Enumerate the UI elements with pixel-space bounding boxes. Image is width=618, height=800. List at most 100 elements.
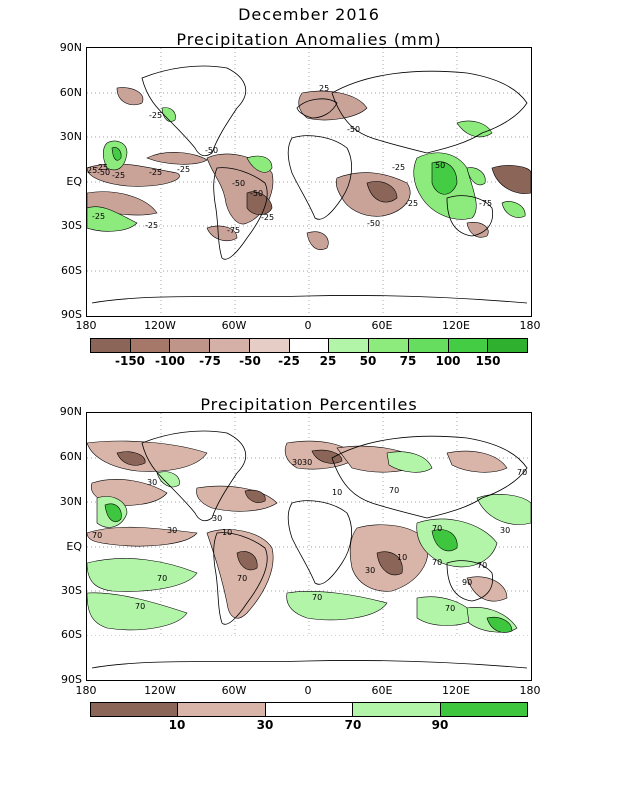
colorbar-swatch bbox=[249, 339, 290, 352]
contour-label: 30 bbox=[167, 526, 177, 535]
lon-label-60w: 60W bbox=[221, 319, 247, 332]
lat-label-90n: 90N bbox=[59, 405, 82, 418]
lon-label-0: 0 bbox=[304, 319, 312, 332]
colorbar-swatch bbox=[289, 339, 330, 352]
lon-label-60w: 60W bbox=[221, 684, 247, 697]
colorbar-swatch bbox=[448, 339, 489, 352]
contour-label: 70 bbox=[432, 558, 442, 567]
coastlines bbox=[91, 65, 528, 304]
contour-label: -25 bbox=[405, 199, 418, 208]
lat-label-eq: EQ bbox=[66, 540, 82, 553]
colorbar-label: 150 bbox=[475, 354, 501, 368]
colorbar-label: 30 bbox=[256, 718, 274, 732]
lon-label-120e: 120E bbox=[442, 684, 470, 697]
lat-label-90s: 90S bbox=[61, 673, 82, 686]
lat-label-30s: 30S bbox=[61, 219, 82, 232]
coastlines bbox=[91, 430, 528, 669]
colorbar-swatch bbox=[178, 703, 266, 716]
anomalies-map-canvas: -25 -25 -50 -25 -25 -50 -25 -50 -25 -50 … bbox=[87, 48, 531, 316]
lon-label-0: 0 bbox=[304, 684, 312, 697]
contour-label: 50 bbox=[435, 161, 445, 170]
contour-label: 30 bbox=[365, 566, 375, 575]
contour-label: -50 bbox=[97, 168, 110, 177]
figure-title: December 2016 bbox=[238, 5, 380, 24]
anomaly-contour-labels: -25 -25 -50 -25 -25 -50 -25 -50 -25 -50 … bbox=[87, 84, 492, 235]
colorbar-label: 10 bbox=[168, 718, 186, 732]
contour-label: 70 bbox=[135, 602, 145, 611]
contour-label: 10 bbox=[332, 488, 342, 497]
contour-label: 25 bbox=[87, 166, 97, 175]
colorbar-label: -25 bbox=[278, 354, 300, 368]
contour-label: -25 bbox=[177, 165, 190, 174]
contour-label: 70 bbox=[432, 524, 442, 533]
colorbar-swatch bbox=[488, 339, 528, 352]
colorbar-swatch bbox=[440, 703, 528, 716]
contour-label: -25 bbox=[112, 171, 125, 180]
colorbar-label: 70 bbox=[344, 718, 362, 732]
contour-label: -25 bbox=[149, 111, 162, 120]
lat-label-90s: 90S bbox=[61, 308, 82, 321]
percentiles-colorbar bbox=[90, 702, 528, 717]
percentiles-map: 70 30 30 30 70 10 30 70 70 70 30 10 70 3… bbox=[86, 412, 532, 681]
percentiles-map-canvas: 70 30 30 30 70 10 30 70 70 70 30 10 70 3… bbox=[87, 413, 531, 680]
lon-label-180w: 180 bbox=[75, 684, 97, 697]
contour-label: -50 bbox=[232, 179, 245, 188]
contour-label: 90 bbox=[462, 578, 472, 587]
lon-label-120w: 120W bbox=[144, 684, 176, 697]
wet-anomaly-regions bbox=[87, 107, 526, 232]
lat-label-60n: 60N bbox=[59, 86, 82, 99]
contour-label: -50 bbox=[367, 219, 380, 228]
colorbar-swatch bbox=[369, 339, 409, 352]
colorbar-label: -75 bbox=[199, 354, 221, 368]
wet-percentile-regions bbox=[87, 451, 531, 633]
lon-label-180e: 180 bbox=[519, 684, 541, 697]
colorbar-label: -50 bbox=[239, 354, 261, 368]
lat-label-60s: 60S bbox=[61, 628, 82, 641]
contour-label: -25 bbox=[149, 168, 162, 177]
colorbar-label: -100 bbox=[154, 354, 186, 368]
lon-label-120e: 120E bbox=[442, 319, 470, 332]
very-dry-regions bbox=[116, 449, 403, 576]
colorbar-label: 25 bbox=[319, 354, 337, 368]
polar-mask bbox=[87, 636, 531, 680]
contour-label: 25 bbox=[319, 84, 329, 93]
colorbar-swatch bbox=[329, 339, 370, 352]
contour-label: 30 bbox=[292, 458, 302, 467]
lat-label-eq: EQ bbox=[66, 175, 82, 188]
anomalies-map: -25 -25 -50 -25 -25 -50 -25 -50 -25 -50 … bbox=[86, 47, 532, 317]
colorbar-swatch bbox=[91, 703, 179, 716]
percentiles-subtitle: Precipitation Percentiles bbox=[200, 395, 418, 414]
contour-label: 10 bbox=[222, 528, 232, 537]
contour-label: 30 bbox=[212, 514, 222, 523]
contour-label: 30 bbox=[302, 458, 312, 467]
lat-label-30n: 30N bbox=[59, 130, 82, 143]
colorbar-swatch bbox=[353, 703, 441, 716]
lat-label-60n: 60N bbox=[59, 450, 82, 463]
lon-label-120w: 120W bbox=[144, 319, 176, 332]
lat-label-30s: 30S bbox=[61, 584, 82, 597]
colorbar-label: 75 bbox=[399, 354, 417, 368]
contour-label: -25 bbox=[145, 221, 158, 230]
contour-label: -75 bbox=[227, 226, 240, 235]
lat-label-60s: 60S bbox=[61, 264, 82, 277]
colorbar-swatch bbox=[91, 339, 131, 352]
colorbar-label: -150 bbox=[114, 354, 146, 368]
lon-label-180w: 180 bbox=[75, 319, 97, 332]
contour-label: 10 bbox=[397, 553, 407, 562]
contour-label: -75 bbox=[479, 199, 492, 208]
colorbar-swatch bbox=[130, 339, 171, 352]
contour-label: -25 bbox=[92, 212, 105, 221]
contour-label: 70 bbox=[517, 468, 527, 477]
lon-label-180e: 180 bbox=[519, 319, 541, 332]
contour-label: 70 bbox=[92, 531, 102, 540]
contour-label: 70 bbox=[389, 486, 399, 495]
colorbar-swatch bbox=[408, 339, 449, 352]
colorbar-swatch bbox=[265, 703, 354, 716]
contour-label: 70 bbox=[445, 604, 455, 613]
contour-label: -50 bbox=[250, 189, 263, 198]
contour-label: -50 bbox=[205, 146, 218, 155]
contour-label: -25 bbox=[392, 163, 405, 172]
contour-label: 70 bbox=[237, 574, 247, 583]
lat-label-30n: 30N bbox=[59, 495, 82, 508]
contour-label: 70 bbox=[312, 593, 322, 602]
